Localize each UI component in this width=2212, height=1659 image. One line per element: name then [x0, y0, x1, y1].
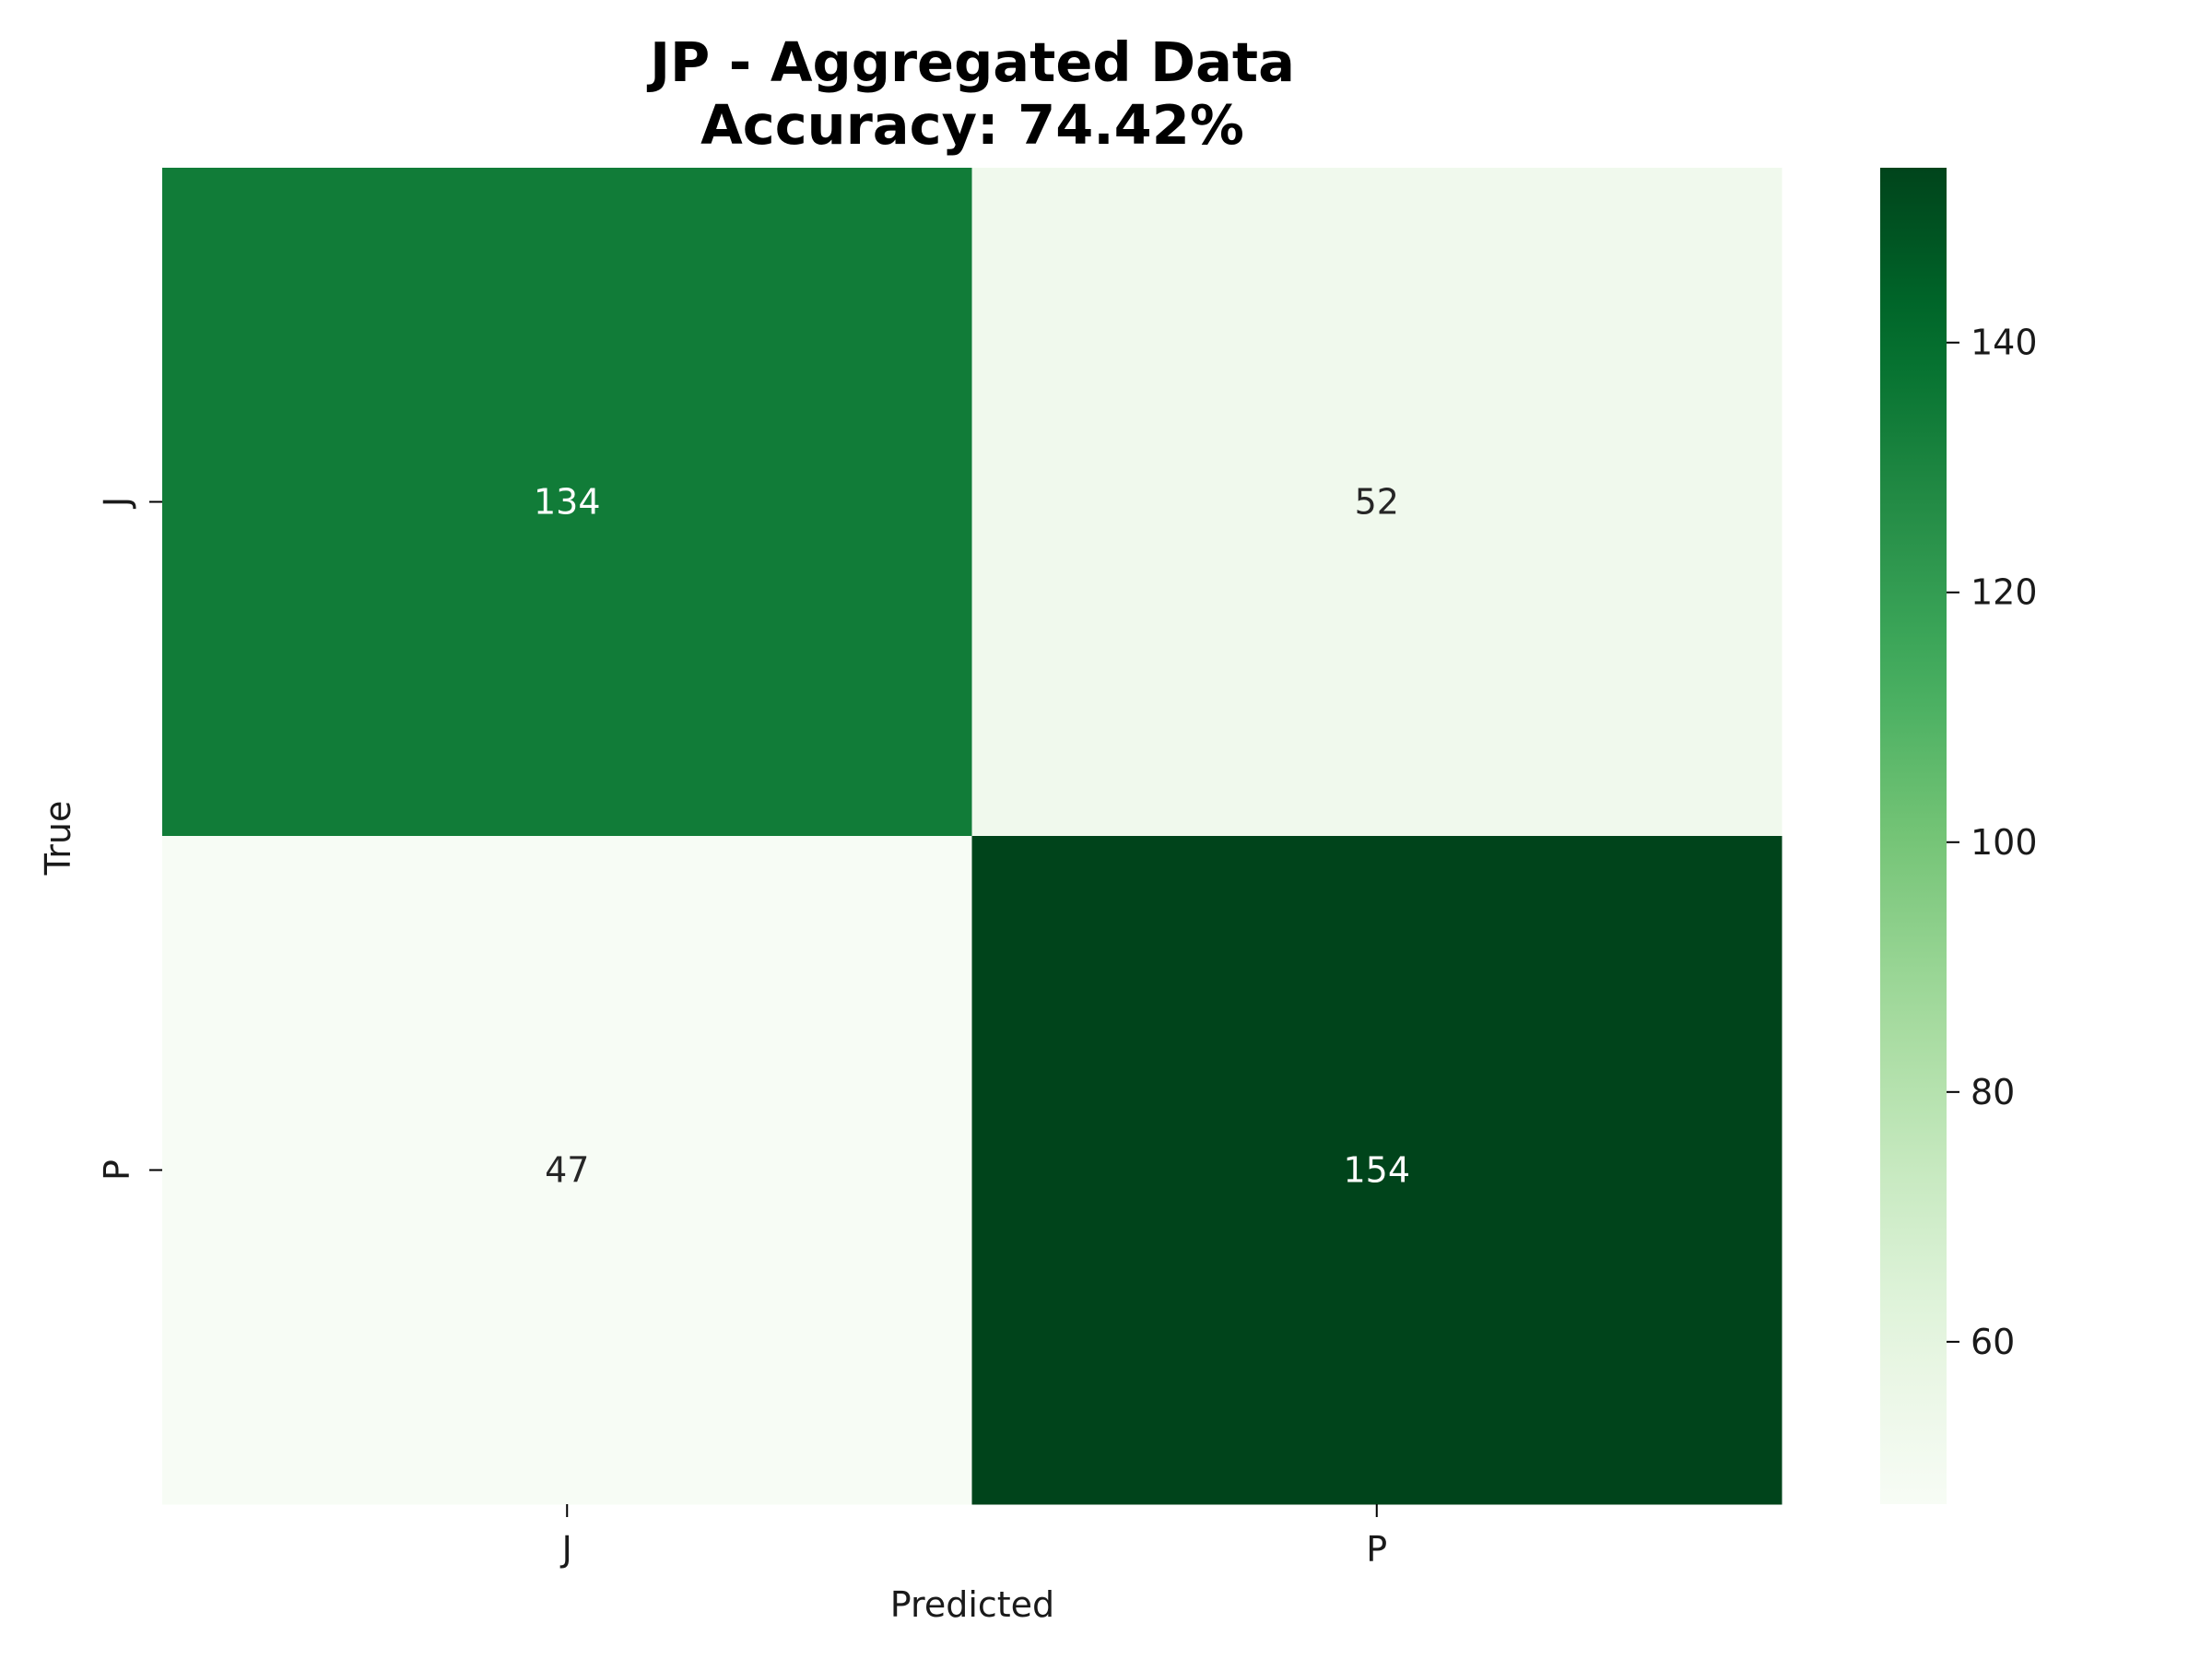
- x-tick-label: P: [1366, 1529, 1387, 1570]
- colorbar-tick-label: 140: [1971, 323, 2038, 363]
- y-axis-label: True: [38, 801, 78, 877]
- x-tick-label: J: [560, 1529, 572, 1570]
- cell-value-label: 52: [1355, 482, 1399, 523]
- y-axis-ticks: JP: [97, 497, 162, 1181]
- heatmap-cell: [971, 836, 1783, 1505]
- heatmap-cell: [971, 168, 1783, 837]
- colorbar-tick-label: 60: [1971, 1322, 2015, 1362]
- colorbar-ticks: 60 80 100 120 140: [1947, 323, 2038, 1362]
- chart-subtitle: Accuracy: 74.42%: [700, 93, 1244, 157]
- y-tick-label: P: [97, 1159, 137, 1181]
- chart-title: JP - Aggregated Data: [646, 30, 1295, 94]
- colorbar-tick-label: 100: [1971, 822, 2038, 863]
- cell-value-label: 47: [545, 1150, 589, 1191]
- heatmap-cell: [162, 836, 972, 1505]
- cell-value-label: 134: [534, 482, 601, 523]
- cell-value-label: 154: [1343, 1150, 1410, 1191]
- heatmap-cells: 134 52 47 154: [162, 168, 1783, 1505]
- colorbar: [1880, 168, 1947, 1504]
- heatmap-cell: [162, 168, 972, 837]
- colorbar-tick-label: 80: [1971, 1072, 2015, 1112]
- x-axis-label: Predicted: [890, 1584, 1054, 1625]
- colorbar-tick-label: 120: [1971, 572, 2038, 613]
- y-tick-label: J: [97, 497, 137, 509]
